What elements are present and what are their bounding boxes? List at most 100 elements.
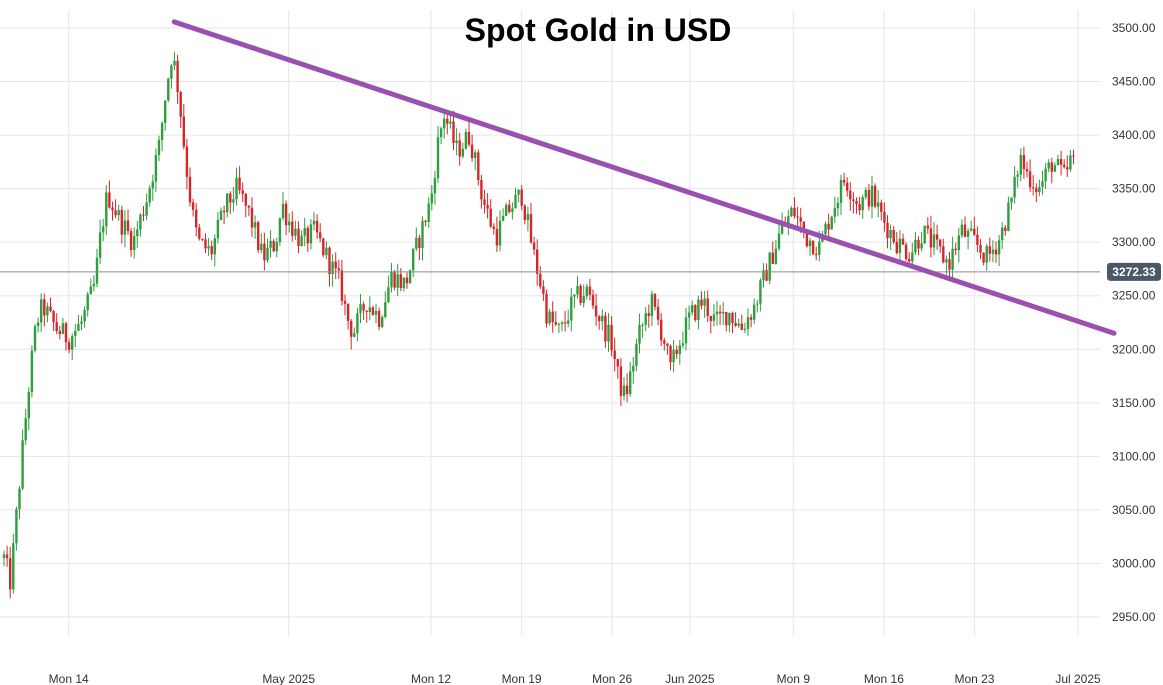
candle-body xyxy=(136,229,139,237)
candle-body xyxy=(495,228,499,246)
candle-body xyxy=(204,239,207,249)
candle-body xyxy=(1056,158,1060,166)
candle-body xyxy=(898,238,902,253)
candle-body xyxy=(799,217,802,222)
candle-body xyxy=(1069,155,1072,170)
candle-body xyxy=(238,177,241,191)
candle-body xyxy=(461,148,464,157)
candle-body xyxy=(520,189,523,206)
candle-body xyxy=(439,128,443,138)
candle-body xyxy=(86,294,89,311)
candle-body xyxy=(464,131,468,149)
candle-body xyxy=(976,234,979,245)
candle-body xyxy=(467,131,471,145)
candle-body xyxy=(666,343,669,346)
candle-body xyxy=(226,193,229,213)
candle-body xyxy=(346,303,350,321)
y-axis: 2950.00 3000.00 3050.00 3100.00 3150.00 3200.… xyxy=(1112,21,1156,624)
y-tick-label: 3450.00 xyxy=(1112,75,1156,89)
candle-body xyxy=(145,202,148,216)
candle-body xyxy=(818,241,821,255)
candle-body xyxy=(979,244,982,253)
candle-body xyxy=(405,277,409,284)
candle-body xyxy=(284,203,288,226)
candle-body xyxy=(179,92,182,117)
candle-body xyxy=(489,208,492,227)
candle-body xyxy=(253,222,257,228)
x-axis: Mon 14 May 2025 Mon 12 Mon 19 Mon 26 Jun 2025… xyxy=(49,672,1101,685)
y-tick-label: 3200.00 xyxy=(1112,342,1156,356)
candle-body xyxy=(384,302,387,318)
candle-body xyxy=(288,221,291,226)
candle-body xyxy=(604,315,607,342)
x-tick-label: May 2025 xyxy=(262,672,315,685)
x-tick-label: Mon 16 xyxy=(864,672,904,685)
candle-body xyxy=(957,235,960,251)
candle-body xyxy=(551,311,554,323)
candle-body xyxy=(133,236,136,251)
x-tick-label: Jun 2025 xyxy=(665,672,715,685)
candle-body xyxy=(886,222,889,239)
candle-body xyxy=(607,324,610,342)
candle-body xyxy=(954,248,957,251)
candle-body xyxy=(123,220,127,235)
candle-body xyxy=(40,299,43,323)
candle-body xyxy=(675,349,678,355)
candle-body xyxy=(64,323,68,343)
candle-body xyxy=(777,233,781,249)
candle-body xyxy=(210,246,213,255)
candle-body xyxy=(157,139,161,156)
candle-body xyxy=(319,232,322,239)
candle-body xyxy=(523,205,526,221)
candle-body xyxy=(1001,227,1004,241)
candle-body xyxy=(61,323,65,334)
candle-body xyxy=(291,221,294,236)
candle-body xyxy=(576,285,579,295)
candle-body xyxy=(362,304,365,311)
candle-body xyxy=(30,350,34,392)
candle-body xyxy=(870,185,874,207)
y-tick-label: 3050.00 xyxy=(1112,503,1156,517)
candle-body xyxy=(864,189,867,198)
candle-body xyxy=(700,299,703,306)
candle-body xyxy=(839,179,843,203)
candle-body xyxy=(768,252,771,281)
candle-body xyxy=(678,345,681,355)
candle-body xyxy=(244,193,247,206)
candle-body xyxy=(470,144,474,158)
candle-body xyxy=(749,317,753,320)
candle-body xyxy=(43,299,46,316)
candle-body xyxy=(129,231,133,251)
candle-body xyxy=(780,224,784,234)
candle-body xyxy=(616,359,619,367)
candle-body xyxy=(98,232,102,258)
candle-body xyxy=(935,234,939,240)
x-tick-label: Mon 19 xyxy=(502,672,542,685)
candle-body xyxy=(436,137,440,179)
candle-body xyxy=(67,342,71,350)
candle-body xyxy=(963,224,967,237)
candle-body xyxy=(257,222,260,251)
candle-body xyxy=(421,220,424,249)
candle-body xyxy=(880,202,883,212)
candle-body xyxy=(706,298,709,316)
candle-body xyxy=(167,78,170,101)
candle-body xyxy=(951,248,954,270)
candle-body xyxy=(914,239,917,253)
candle-body xyxy=(74,330,77,337)
last-price-badge: 3272.33 xyxy=(1107,262,1161,281)
candle-body xyxy=(505,204,508,216)
candle-body xyxy=(511,208,514,213)
candle-body xyxy=(579,285,582,303)
candle-body xyxy=(1044,168,1047,182)
candle-body xyxy=(201,238,204,240)
candle-body xyxy=(498,220,502,246)
candle-body xyxy=(412,248,415,271)
candle-body xyxy=(849,190,852,200)
candle-body xyxy=(452,121,455,143)
candle-body xyxy=(759,280,762,304)
candle-body xyxy=(728,312,731,326)
candle-body xyxy=(644,313,647,325)
candle-body xyxy=(743,328,747,330)
